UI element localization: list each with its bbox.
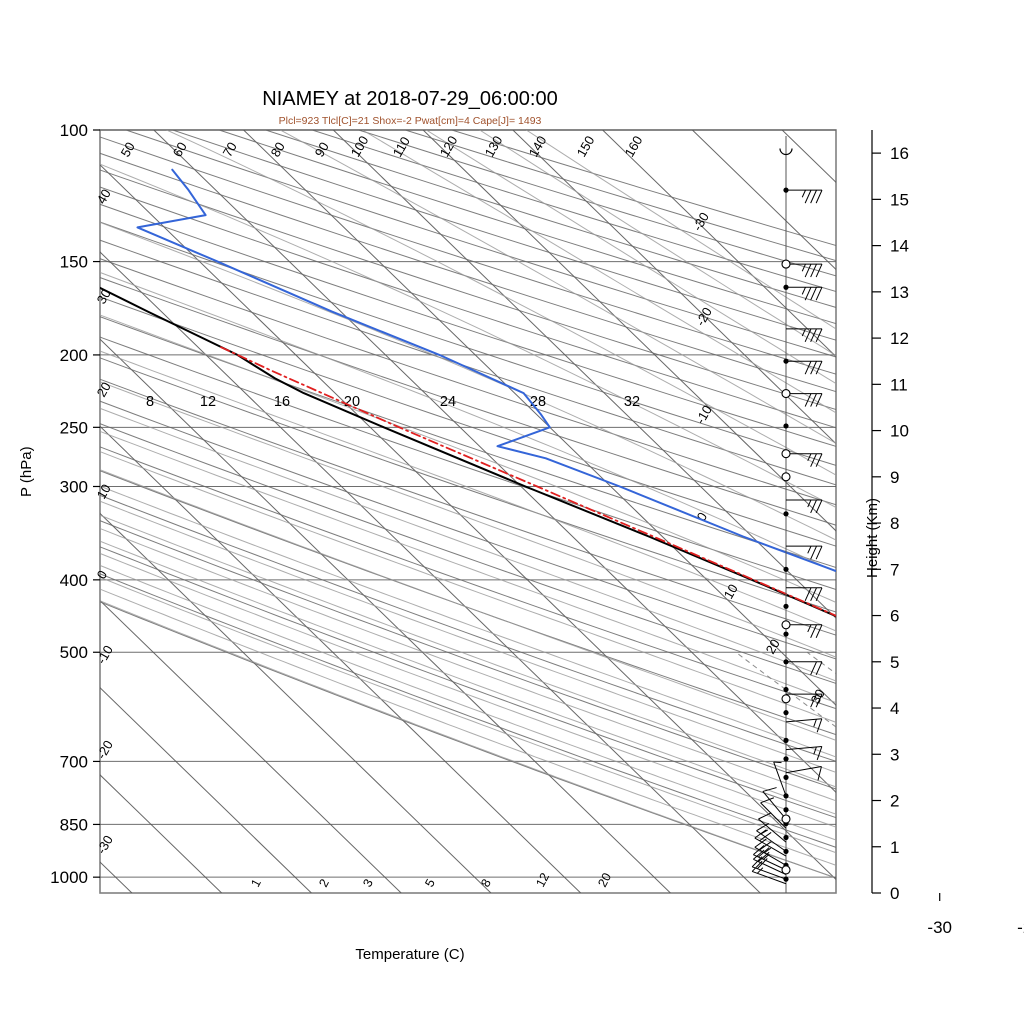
dry-adiabat-label-top: 60 (170, 139, 190, 159)
wind-barb (786, 545, 823, 560)
dry-adiabat-label-top: 150 (574, 133, 598, 159)
height-tick-label: 2 (890, 792, 899, 811)
trace-temperature (100, 286, 836, 618)
wind-barb (786, 328, 823, 343)
pressure-tick-label: 200 (60, 346, 88, 365)
height-tick-label: 9 (890, 468, 899, 487)
height-tick-label: 8 (890, 514, 899, 533)
wind-barb (786, 587, 823, 602)
wind-barb (786, 360, 823, 375)
pressure-tick-label: 300 (60, 477, 88, 496)
wind-barb (786, 286, 823, 301)
dry-adiabat-label-top: 160 (622, 133, 646, 159)
wind-barb-column (751, 136, 823, 893)
pressure-tick-label: 700 (60, 752, 88, 771)
wind-barb (754, 838, 787, 866)
height-tick-label: 3 (890, 745, 899, 764)
isotherm-label-left: 40 (94, 186, 114, 206)
wind-barb (773, 761, 787, 797)
dry-adiabat-label-top: 90 (312, 139, 332, 159)
mixing-ratio-label: 2 (316, 877, 332, 890)
wind-barb (785, 766, 822, 781)
temperature-tick-label: -30 (927, 918, 952, 937)
mixing-ratio-label: 12 (533, 871, 552, 890)
height-tick-label: 15 (890, 190, 909, 209)
height-tick-label: 10 (890, 422, 909, 441)
height-tick-label: 11 (890, 375, 908, 394)
wind-barb (786, 393, 823, 407)
wind-barb (758, 812, 787, 843)
pressure-tick-label: 250 (60, 418, 88, 437)
isotherm-label-left: -30 (94, 833, 116, 857)
height-tick-label: 16 (890, 144, 909, 163)
dry-adiabat-label-top: 50 (118, 139, 138, 159)
height-tick-label: 14 (890, 237, 909, 256)
pressure-tick-label: 850 (60, 815, 88, 834)
mixing-ratio-label: 1 (248, 877, 264, 890)
pressure-tick-label: 500 (60, 643, 88, 662)
axis-ticks-and-labels: 1001502002503004005007008501000-30-20-10… (50, 121, 1024, 937)
height-tick-label: 4 (890, 699, 899, 718)
mixing-ratio-label: 8 (478, 877, 494, 890)
wind-barb (762, 787, 787, 820)
isotherm-label-left: -20 (94, 738, 116, 762)
isotherm-label-left: -10 (94, 643, 116, 667)
wind-barb (786, 263, 823, 278)
dry-adiabat-label-top: 100 (348, 133, 372, 159)
moist-adiabat-label: 16 (274, 394, 290, 410)
moist-adiabat-label: 28 (530, 394, 546, 410)
height-tick-label: 6 (890, 607, 899, 626)
moist-adiabat-label: 8 (146, 394, 154, 410)
moist-adiabat-label: 32 (624, 394, 640, 410)
dry-adiabat-label-top: 130 (482, 133, 506, 159)
wind-barb (786, 189, 823, 204)
moist-adiabat-label: 12 (200, 394, 216, 410)
dry-adiabat-label-top: 80 (268, 139, 288, 159)
isotherm-label-right: 20 (763, 636, 783, 656)
trace-dewpoint (136, 168, 836, 573)
mixing-ratio-label: 20 (595, 871, 614, 890)
mixing-ratio-label: 3 (360, 877, 376, 890)
moist-adiabat-label: 20 (344, 394, 360, 410)
mixing-ratio-label: 5 (422, 877, 438, 890)
pressure-tick-label: 1000 (50, 868, 88, 887)
moist-adiabat-label: 24 (440, 394, 456, 410)
wind-barb (786, 499, 823, 514)
height-tick-label: 0 (890, 884, 899, 903)
wind-barb (760, 797, 787, 829)
pressure-tick-label: 400 (60, 571, 88, 590)
height-tick-label: 5 (890, 653, 899, 672)
height-tick-label: 13 (890, 283, 909, 302)
pressure-tick-label: 150 (60, 253, 88, 272)
isotherm-label-right: -30 (690, 210, 712, 234)
isotherm-label-left: 20 (94, 379, 114, 399)
height-tick-label: 12 (890, 329, 909, 348)
isotherm-label-right: 10 (721, 581, 741, 601)
wind-barb (786, 624, 823, 638)
wind-barb (785, 718, 823, 733)
isotherm-lines (100, 130, 836, 893)
wind-barb (786, 453, 823, 467)
height-tick-label: 1 (890, 838, 899, 857)
dry-adiabat-label-top: 70 (220, 139, 240, 159)
dry-adiabat-lines (100, 130, 836, 879)
pressure-tick-label: 100 (60, 121, 88, 140)
wind-barb (785, 746, 823, 761)
wind-barb (786, 693, 823, 708)
moist-adiabat-lines (100, 130, 836, 878)
trace-parcel-path (219, 345, 836, 617)
mixing-ratio-lines (735, 651, 836, 728)
isotherm-label-left: 10 (94, 481, 114, 501)
dry-adiabat-label-top: 140 (526, 133, 550, 159)
isobar-lines (100, 129, 836, 878)
wind-barb (786, 661, 823, 675)
temperature-tick-label: -20 (1017, 918, 1024, 937)
sounding-traces (100, 168, 836, 618)
wind-barb (756, 823, 787, 852)
height-tick-label: 7 (890, 560, 899, 579)
